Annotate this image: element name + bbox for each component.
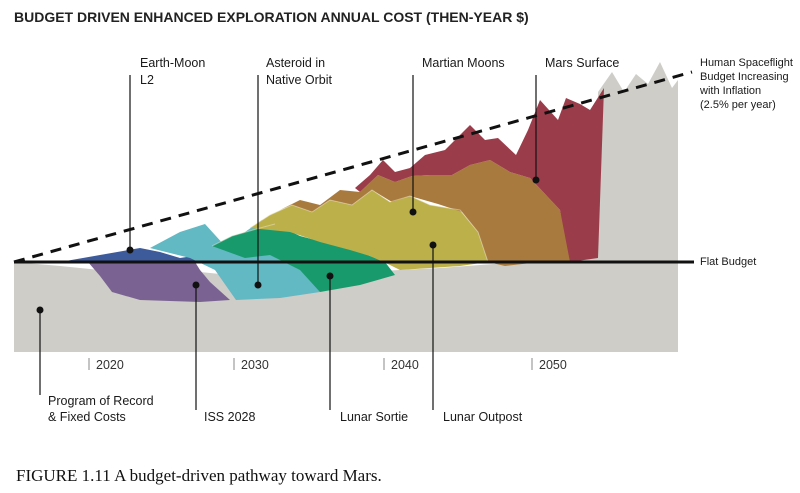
dot-martian-moons <box>409 208 417 216</box>
dot-earth-moon <box>126 246 134 254</box>
label-earth-moon-1: Earth-Moon <box>140 56 205 70</box>
label-outpost: Lunar Outpost <box>443 410 523 424</box>
chart-title: BUDGET DRIVEN ENHANCED EXPLORATION ANNUA… <box>14 9 529 25</box>
label-iss: ISS 2028 <box>204 410 255 424</box>
label-inflation-4: (2.5% per year) <box>700 99 776 111</box>
series-area-iss-2028 <box>88 262 230 302</box>
series-outline-light <box>211 189 489 263</box>
label-mars-surface: Mars Surface <box>545 56 619 70</box>
label-inflation-3: with Inflation <box>699 85 761 97</box>
dot-sortie <box>326 272 334 280</box>
dot-iss <box>192 281 200 289</box>
label-flat-budget: Flat Budget <box>700 256 756 268</box>
callout-dots <box>36 176 540 314</box>
x-tick-label: 2050 <box>539 358 567 372</box>
label-program-2: & Fixed Costs <box>48 410 126 424</box>
x-axis: 2020 2030 2040 2050 <box>88 358 567 372</box>
dot-mars-surface <box>532 176 540 184</box>
series-area-lunar-outpost <box>250 190 488 270</box>
x-tick-label: 2020 <box>96 358 124 372</box>
label-inflation-1: Human Spaceflight <box>700 57 793 69</box>
figure-caption: FIGURE 1.11 A budget-driven pathway towa… <box>16 466 382 485</box>
series-area-martian-moons <box>280 160 572 266</box>
x-tick-label: 2040 <box>391 358 419 372</box>
label-sortie: Lunar Sortie <box>340 410 408 424</box>
dot-outpost <box>429 241 437 249</box>
inflation-budget-line <box>13 70 693 264</box>
callouts <box>39 75 537 410</box>
series-area-mars-surface <box>355 88 604 262</box>
label-martian-moons: Martian Moons <box>422 56 505 70</box>
label-asteroid-1: Asteroid in <box>266 56 325 70</box>
label-earth-moon-2: L2 <box>140 73 154 87</box>
label-program-1: Program of Record <box>48 394 154 408</box>
label-inflation-2: Budget Increasing <box>700 71 789 83</box>
x-tick-label: 2030 <box>241 358 269 372</box>
dot-program <box>36 306 44 314</box>
dot-asteroid <box>254 281 262 289</box>
label-asteroid-2: Native Orbit <box>266 73 333 87</box>
series-area-earth-moon-l2 <box>60 248 210 262</box>
